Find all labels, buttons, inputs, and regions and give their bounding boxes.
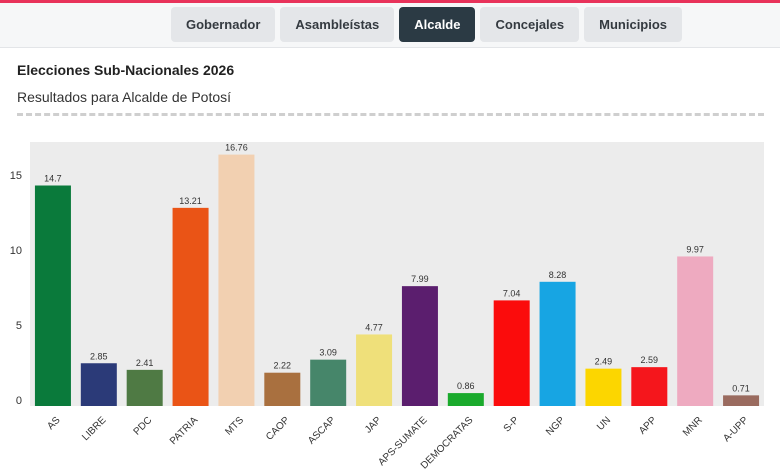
bar-value-label: 4.77 <box>365 322 383 332</box>
y-tick-label: 10 <box>10 245 22 257</box>
x-tick-label: JAP <box>363 415 384 436</box>
bar-value-label: 0.71 <box>732 383 750 393</box>
bar-ngp[interactable] <box>539 281 576 406</box>
bar-mnr[interactable] <box>677 256 714 406</box>
x-tick-label: AS <box>45 415 62 432</box>
bars-group <box>34 154 760 407</box>
bar-value-label: 7.04 <box>503 288 521 298</box>
tab-gobernador[interactable]: Gobernador <box>171 7 276 42</box>
bar-pdc[interactable] <box>126 369 163 406</box>
page-subtitle: Resultados para Alcalde de Potosí <box>17 89 232 105</box>
bar-libre[interactable] <box>80 363 117 406</box>
x-tick-label: ASCAP <box>306 415 338 447</box>
x-tick-label: A-UPP <box>721 415 751 445</box>
tab-bar: Gobernador Asambleístas Alcalde Concejal… <box>0 3 780 48</box>
bar-app[interactable] <box>631 367 668 406</box>
bar-value-label: 2.41 <box>136 358 154 368</box>
tab-concejales[interactable]: Concejales <box>480 7 580 42</box>
x-tick-label: CAOP <box>264 415 292 443</box>
x-tick-label: MTS <box>223 415 246 438</box>
tab-municipios[interactable]: Municipios <box>584 7 683 42</box>
tab-alcalde[interactable]: Alcalde <box>399 7 476 42</box>
bar-value-label: 16.76 <box>225 143 248 153</box>
bar-value-label: 2.85 <box>90 351 108 361</box>
x-tick-label: LIBRE <box>80 415 108 443</box>
value-labels-group: 14.7 2.85 2.41 13.21 16.76 2.22 3.09 4.77 7.99 0.… <box>44 143 750 394</box>
bar-jap[interactable] <box>356 334 393 406</box>
x-tick-label: NGP <box>544 415 567 438</box>
bar-democratas[interactable] <box>447 393 484 406</box>
bar-value-label: 14.7 <box>44 174 62 184</box>
bar-value-label: 2.22 <box>274 361 292 371</box>
bar-value-label: 2.59 <box>641 355 659 365</box>
tab-asambleistas[interactable]: Asambleístas <box>280 7 395 42</box>
bar-patria[interactable] <box>172 207 209 406</box>
bar-value-label: 13.21 <box>179 196 202 206</box>
header-divider <box>17 113 764 116</box>
bar-value-label: 7.99 <box>411 274 429 284</box>
plot-background <box>30 142 764 406</box>
x-tick-label: UN <box>595 415 613 433</box>
bar-value-label: 8.28 <box>549 270 567 280</box>
y-tick-label: 0 <box>16 395 22 407</box>
bar-mts[interactable] <box>218 154 255 406</box>
tab-list: Gobernador Asambleístas Alcalde Concejal… <box>171 7 683 42</box>
y-tick-label: 5 <box>16 320 22 332</box>
bar-aps-sumate[interactable] <box>401 286 438 406</box>
x-tick-label: APP <box>637 415 659 437</box>
bar-value-label: 2.49 <box>595 357 613 367</box>
page-title: Elecciones Sub-Nacionales 2026 <box>17 62 235 78</box>
top-accent-bar <box>0 0 780 3</box>
bar-value-label: 0.86 <box>457 381 475 391</box>
x-tick-label: MNR <box>681 415 705 439</box>
bar-value-label: 9.97 <box>686 244 704 254</box>
bar-a-upp[interactable] <box>723 395 760 406</box>
x-axis-labels-group: AS LIBRE PDC PATRIA MTS CAOP ASCAP JAPAPS-SUMAT… <box>45 415 751 470</box>
bar-value-label: 3.09 <box>319 348 337 358</box>
bar-un[interactable] <box>585 368 622 406</box>
bar-ascap[interactable] <box>310 359 347 406</box>
bar-as[interactable] <box>34 185 71 407</box>
y-axis: 0 5 10 15 <box>10 170 22 407</box>
x-tick-label: PDC <box>132 415 155 438</box>
bar-caop[interactable] <box>264 372 301 406</box>
x-tick-label: PATRIA <box>168 415 201 448</box>
y-tick-label: 15 <box>10 170 22 182</box>
bar-s-p[interactable] <box>493 300 530 406</box>
x-tick-label: S-P <box>502 415 522 435</box>
